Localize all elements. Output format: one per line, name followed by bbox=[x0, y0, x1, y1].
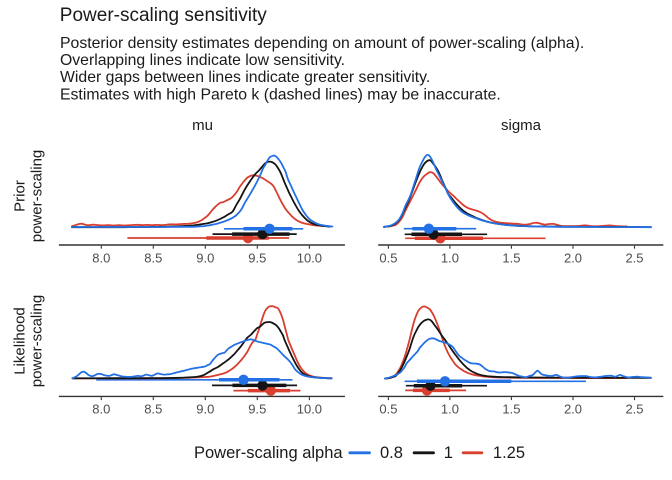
svg-text:mu: mu bbox=[192, 117, 213, 134]
svg-text:1.0: 1.0 bbox=[441, 402, 459, 417]
svg-text:2.5: 2.5 bbox=[625, 250, 643, 265]
svg-text:1.25: 1.25 bbox=[493, 444, 525, 462]
svg-text:8.5: 8.5 bbox=[144, 402, 162, 417]
svg-text:power-scaling: power-scaling bbox=[29, 295, 46, 388]
svg-text:Overlapping lines indicate low: Overlapping lines indicate low sensitivi… bbox=[60, 52, 345, 69]
svg-text:1.0: 1.0 bbox=[441, 250, 459, 265]
svg-text:8.5: 8.5 bbox=[144, 250, 162, 265]
svg-text:2.0: 2.0 bbox=[564, 250, 582, 265]
svg-text:0.5: 0.5 bbox=[379, 402, 397, 417]
svg-text:Power-scaling sensitivity: Power-scaling sensitivity bbox=[60, 5, 267, 26]
svg-text:9.0: 9.0 bbox=[196, 250, 214, 265]
svg-text:Power-scaling alpha: Power-scaling alpha bbox=[194, 444, 343, 462]
svg-text:Posterior density estimates de: Posterior density estimates depending on… bbox=[60, 35, 584, 52]
svg-text:9.5: 9.5 bbox=[248, 250, 266, 265]
svg-text:1.5: 1.5 bbox=[502, 250, 520, 265]
svg-text:Estimates with high Pareto k (: Estimates with high Pareto k (dashed lin… bbox=[60, 86, 501, 103]
svg-text:10.0: 10.0 bbox=[297, 250, 322, 265]
svg-text:Likelihood: Likelihood bbox=[12, 307, 29, 375]
svg-text:sigma: sigma bbox=[501, 117, 542, 134]
svg-text:power-scaling: power-scaling bbox=[29, 150, 46, 243]
svg-text:10.0: 10.0 bbox=[297, 402, 322, 417]
svg-text:2.5: 2.5 bbox=[625, 402, 643, 417]
svg-text:Wider gaps between lines indic: Wider gaps between lines indicate greate… bbox=[60, 69, 430, 86]
svg-text:1: 1 bbox=[444, 444, 453, 462]
svg-text:0.8: 0.8 bbox=[380, 444, 403, 462]
svg-text:Prior: Prior bbox=[12, 180, 29, 212]
svg-text:2.0: 2.0 bbox=[564, 402, 582, 417]
svg-text:0.5: 0.5 bbox=[379, 250, 397, 265]
svg-text:9.0: 9.0 bbox=[196, 402, 214, 417]
svg-text:1.5: 1.5 bbox=[502, 402, 520, 417]
svg-text:8.0: 8.0 bbox=[92, 402, 110, 417]
svg-text:8.0: 8.0 bbox=[92, 250, 110, 265]
svg-text:9.5: 9.5 bbox=[248, 402, 266, 417]
